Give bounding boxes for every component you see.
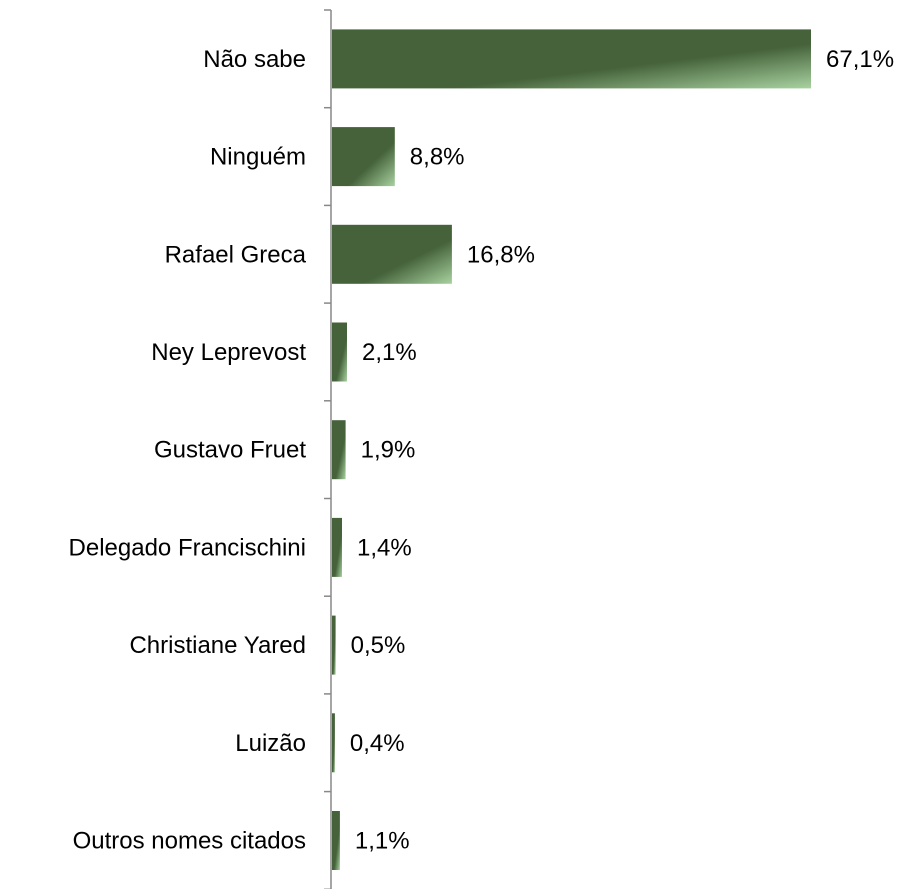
value-label-outros-nomes-citados: 1,1% (355, 828, 410, 855)
bar-luizao (332, 713, 335, 773)
value-label-rafael-greca: 16,8% (467, 241, 535, 268)
bar-nao-sabe (332, 29, 811, 89)
value-labels-group: 67,1% 8,8% 16,8% 2,1% 1,9% 1,4% 0,5% 0,4% 1,1% (350, 46, 894, 855)
bar-gustavo-fruet (332, 420, 346, 480)
category-label-delegado-francischini: Delegado Francischini (69, 534, 306, 561)
bar-ninguem (332, 127, 395, 187)
bars-group (332, 29, 811, 870)
category-label-ninguem: Ninguém (210, 144, 306, 171)
value-label-christiane-yared: 0,5% (351, 632, 406, 659)
category-label-ney-leprevost: Ney Leprevost (151, 339, 306, 366)
category-labels-group: Não sabe Ninguém Rafael Greca Ney Leprevost… (69, 46, 307, 855)
category-label-gustavo-fruet: Gustavo Fruet (154, 437, 306, 464)
value-label-ney-leprevost: 2,1% (362, 339, 417, 366)
bar-christiane-yared (332, 615, 336, 675)
bar-rafael-greca (332, 224, 452, 284)
value-label-ninguem: 8,8% (410, 144, 465, 171)
category-label-luizao: Luizão (235, 730, 306, 757)
category-label-nao-sabe: Não sabe (203, 46, 306, 73)
category-label-christiane-yared: Christiane Yared (129, 632, 306, 659)
value-label-gustavo-fruet: 1,9% (361, 437, 416, 464)
category-label-outros-nomes-citados: Outros nomes citados (73, 828, 306, 855)
category-axis (324, 9, 332, 889)
bar-delegado-francischini (332, 517, 342, 577)
value-label-nao-sabe: 67,1% (826, 46, 894, 73)
value-label-delegado-francischini: 1,4% (357, 534, 412, 561)
bar-ney-leprevost (332, 322, 347, 382)
value-label-luizao: 0,4% (350, 730, 405, 757)
category-label-rafael-greca: Rafael Greca (165, 241, 307, 268)
bar-outros-nomes-citados (332, 811, 340, 870)
